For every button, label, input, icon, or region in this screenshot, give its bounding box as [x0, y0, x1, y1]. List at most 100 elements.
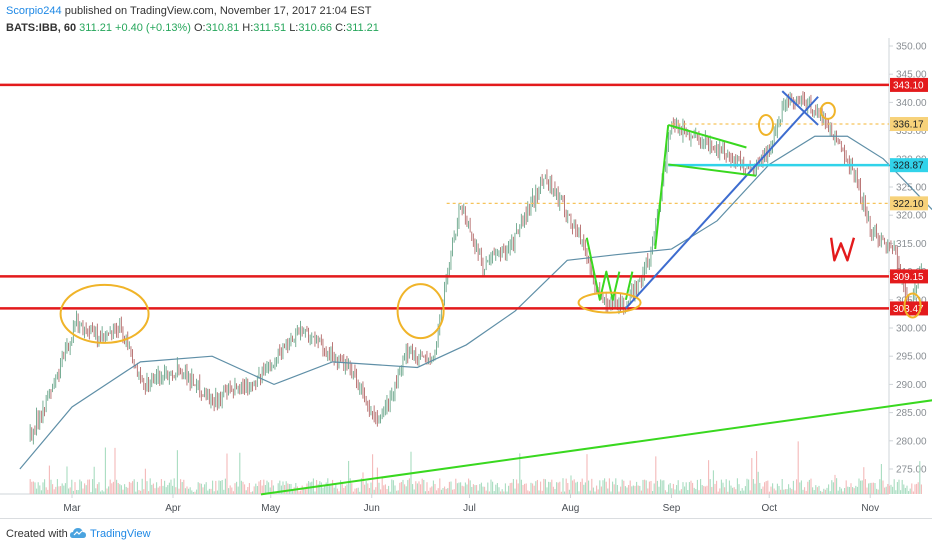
volume-bar [360, 478, 362, 494]
volume-bar [133, 479, 135, 494]
level-label: 336.17 [893, 120, 924, 131]
volume-bar [820, 490, 822, 494]
published-text: published on TradingView.com, November 1… [64, 5, 372, 17]
volume-bar [816, 487, 818, 494]
volume-bar [220, 480, 222, 494]
volume-bar [287, 483, 289, 494]
volume-bar [837, 490, 839, 494]
volume-bar [778, 486, 780, 494]
volume-bar [722, 482, 724, 494]
volume-bar [84, 483, 86, 494]
tradingview-cloud-icon [70, 528, 86, 538]
volume-bar [407, 480, 409, 494]
volume-bar [208, 488, 210, 494]
volume-bar [756, 451, 758, 494]
publish-info: Scorpio244 published on TradingView.com,… [6, 5, 371, 17]
volume-bar [800, 480, 802, 494]
x-tick-label: Mar [63, 503, 81, 514]
volume-bar [140, 490, 142, 494]
volume-bar [680, 489, 682, 494]
volume-bar [588, 480, 590, 494]
volume-bar [168, 482, 170, 494]
volume-bar [106, 488, 108, 494]
volume-bar [284, 485, 286, 494]
volume-bar [728, 480, 730, 494]
volume-bar [842, 491, 844, 494]
price-chart[interactable]: 350.00345.00340.00335.00330.00325.00320.… [0, 38, 932, 518]
volume-bar [672, 483, 674, 494]
volume-bar [447, 488, 449, 494]
volume-bar [300, 490, 302, 494]
volume-bar [245, 490, 247, 494]
volume-bar [138, 490, 140, 494]
volume-bar [639, 485, 641, 494]
volume-bar [589, 490, 591, 494]
volume-bar [368, 487, 370, 494]
author-link[interactable]: Scorpio244 [6, 5, 62, 17]
volume-bar [212, 480, 214, 494]
volume-bar [725, 479, 727, 494]
volume-bar [228, 488, 230, 494]
volume-bar [429, 487, 431, 494]
volume-bar [63, 485, 65, 494]
volume-bar [724, 487, 726, 494]
volume-bar [402, 479, 404, 494]
volume-bar [48, 465, 50, 494]
volume-bar [437, 488, 439, 494]
volume-bar [415, 481, 417, 494]
volume-bar [181, 482, 183, 494]
volume-bar [516, 479, 518, 494]
volume-bar [327, 478, 329, 494]
volume-bar [319, 481, 321, 494]
volume-bar [172, 485, 174, 494]
volume-bar [485, 490, 487, 494]
volume-bar [605, 481, 607, 494]
volume-bar [42, 482, 44, 494]
volume-bar [828, 484, 830, 494]
volume-bar [346, 484, 348, 494]
volume-bar [98, 482, 100, 494]
volume-bar [877, 489, 879, 494]
volume-bar [572, 480, 574, 494]
y-tick-label: 350.00 [896, 42, 927, 53]
volume-bar [540, 481, 542, 494]
volume-bar [860, 480, 862, 494]
y-tick-label: 345.00 [896, 70, 927, 81]
volume-bar [786, 489, 788, 494]
volume-bar [215, 480, 217, 494]
volume-bar [732, 487, 734, 494]
volume-bar [770, 486, 772, 494]
volume-bar [348, 460, 350, 494]
volume-bar [818, 485, 820, 494]
volume-bar [525, 483, 527, 494]
volume-bar [52, 484, 54, 494]
volume-bar [610, 491, 612, 494]
tradingview-brand[interactable]: TradingView [90, 528, 151, 540]
volume-bar [122, 489, 124, 494]
y-tick-label: 320.00 [896, 211, 927, 222]
volume-bar [900, 490, 902, 494]
level-badge [890, 77, 928, 92]
volume-bar [904, 487, 906, 494]
volume-bar [655, 456, 657, 494]
volume-bar [256, 486, 258, 494]
volume-bar [546, 487, 548, 494]
trendline-blue [625, 96, 819, 309]
volume-bar [354, 488, 356, 494]
volume-bar [336, 488, 338, 494]
close-value: 311.21 [346, 22, 379, 34]
open-label: O: [193, 22, 206, 34]
volume-bar [66, 466, 68, 494]
volume-bar [383, 485, 385, 494]
volume-bar [108, 486, 110, 494]
chart-header: Scorpio244 published on TradingView.com,… [0, 0, 932, 40]
volume-bar [39, 485, 41, 494]
volume-bar [132, 481, 134, 494]
volume-bar [508, 485, 510, 494]
volume-bar [167, 485, 169, 494]
volume-bar [413, 489, 415, 494]
volume-bar [743, 490, 745, 494]
volume-bar [607, 488, 609, 494]
volume-bars [29, 441, 922, 494]
volume-bar [314, 491, 316, 494]
